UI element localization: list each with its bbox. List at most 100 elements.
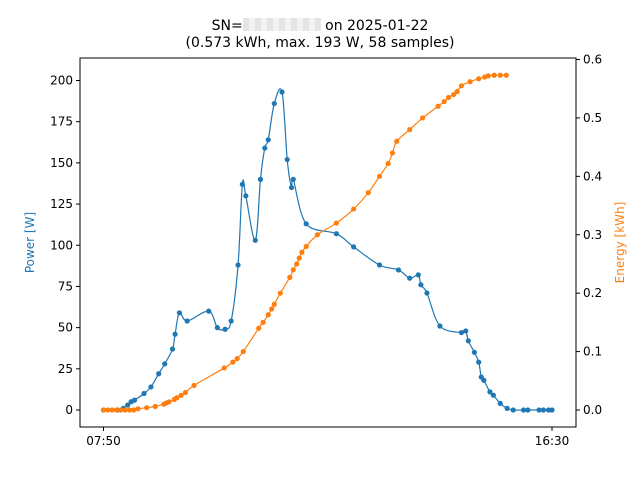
- left-tick-label: 75: [58, 279, 73, 293]
- power-point: [288, 184, 295, 191]
- power-point: [125, 402, 131, 408]
- power-series-line: [103, 88, 552, 411]
- energy-point: [100, 407, 107, 413]
- power-point: [407, 275, 413, 281]
- energy-point: [126, 407, 132, 413]
- power-point: [540, 407, 546, 413]
- energy-point: [376, 173, 383, 179]
- energy-point: [299, 249, 305, 255]
- power-point: [290, 176, 296, 182]
- power-point: [497, 400, 503, 407]
- power-point: [476, 359, 482, 365]
- left-axis-label: Power [W]: [23, 212, 37, 273]
- right-tick-label: 0.6: [583, 53, 602, 67]
- energy-point: [221, 365, 227, 371]
- power-point: [490, 392, 496, 398]
- energy-point: [451, 91, 457, 98]
- energy-point: [420, 115, 426, 121]
- energy-point: [122, 407, 128, 413]
- power-point: [265, 137, 271, 143]
- energy-point: [234, 355, 240, 362]
- energy-point: [485, 73, 491, 79]
- left-tick-label: 50: [58, 321, 73, 335]
- right-axis-label: Energy [kWh]: [613, 202, 627, 284]
- left-tick-label: 125: [50, 197, 73, 211]
- power-point: [418, 282, 424, 288]
- power-point: [549, 407, 555, 413]
- energy-point: [296, 255, 302, 261]
- power-point: [252, 237, 258, 243]
- power-point: [262, 145, 268, 151]
- energy-point: [497, 72, 503, 78]
- energy-point: [503, 72, 509, 78]
- energy-point: [491, 72, 497, 78]
- energy-point: [287, 274, 293, 280]
- energy-point: [351, 206, 357, 212]
- power-point: [214, 325, 220, 331]
- power-point: [525, 407, 531, 413]
- energy-point: [294, 261, 300, 267]
- energy-point: [333, 220, 339, 226]
- energy-point: [135, 406, 141, 412]
- energy-point: [271, 301, 277, 307]
- plot-frame: [79, 57, 577, 428]
- power-point: [176, 310, 182, 316]
- energy-point: [467, 79, 473, 85]
- right-tick-label: 0.5: [583, 111, 602, 125]
- redacted-serial: [242, 18, 321, 31]
- left-tick-label: 175: [50, 115, 73, 129]
- power-point: [243, 193, 249, 199]
- left-tick-label: 150: [50, 156, 73, 170]
- power-point: [228, 318, 234, 324]
- power-point: [395, 267, 402, 273]
- left-tick-label: 25: [58, 362, 73, 376]
- right-tick-label: 0.2: [583, 286, 602, 300]
- power-point: [131, 397, 138, 403]
- power-point: [415, 272, 421, 278]
- left-tick-label: 0: [65, 403, 73, 417]
- power-point: [222, 326, 228, 332]
- power-point: [284, 156, 290, 163]
- power-point: [206, 308, 212, 314]
- energy-point: [389, 150, 396, 156]
- power-point: [463, 328, 469, 334]
- power-point: [376, 262, 383, 268]
- power-point: [481, 377, 487, 383]
- power-point: [303, 221, 309, 227]
- energy-point: [144, 405, 150, 411]
- energy-point: [174, 395, 180, 401]
- energy-point: [435, 103, 441, 109]
- energy-point: [109, 407, 115, 413]
- power-point: [271, 100, 277, 107]
- power-point: [465, 338, 471, 344]
- title-date: on 2025-01-22: [325, 18, 429, 34]
- energy-point: [385, 160, 391, 167]
- power-point: [487, 389, 493, 395]
- power-point: [239, 181, 245, 187]
- energy-point: [230, 359, 236, 365]
- energy-point: [454, 89, 460, 95]
- serial-prefix: SN=: [211, 18, 243, 34]
- energy-point: [118, 407, 124, 413]
- power-point: [156, 371, 162, 377]
- energy-point: [113, 407, 120, 413]
- energy-point: [131, 407, 137, 413]
- right-tick-label: 0.4: [583, 169, 602, 183]
- power-point: [279, 89, 285, 95]
- energy-point: [240, 348, 246, 355]
- energy-point: [277, 290, 283, 296]
- energy-point: [476, 76, 482, 82]
- right-tick-label: 0.1: [583, 345, 602, 359]
- power-point: [184, 318, 190, 324]
- power-point: [148, 384, 154, 390]
- energy-point: [178, 392, 184, 398]
- left-tick-label: 200: [50, 74, 73, 88]
- power-point: [169, 346, 176, 352]
- energy-point: [441, 98, 447, 105]
- power-point: [536, 407, 542, 413]
- energy-point: [365, 190, 371, 196]
- power-point: [471, 349, 477, 355]
- chart-subtitle: (0.573 kWh, max. 193 W, 58 samples): [185, 35, 455, 51]
- energy-point: [303, 243, 309, 250]
